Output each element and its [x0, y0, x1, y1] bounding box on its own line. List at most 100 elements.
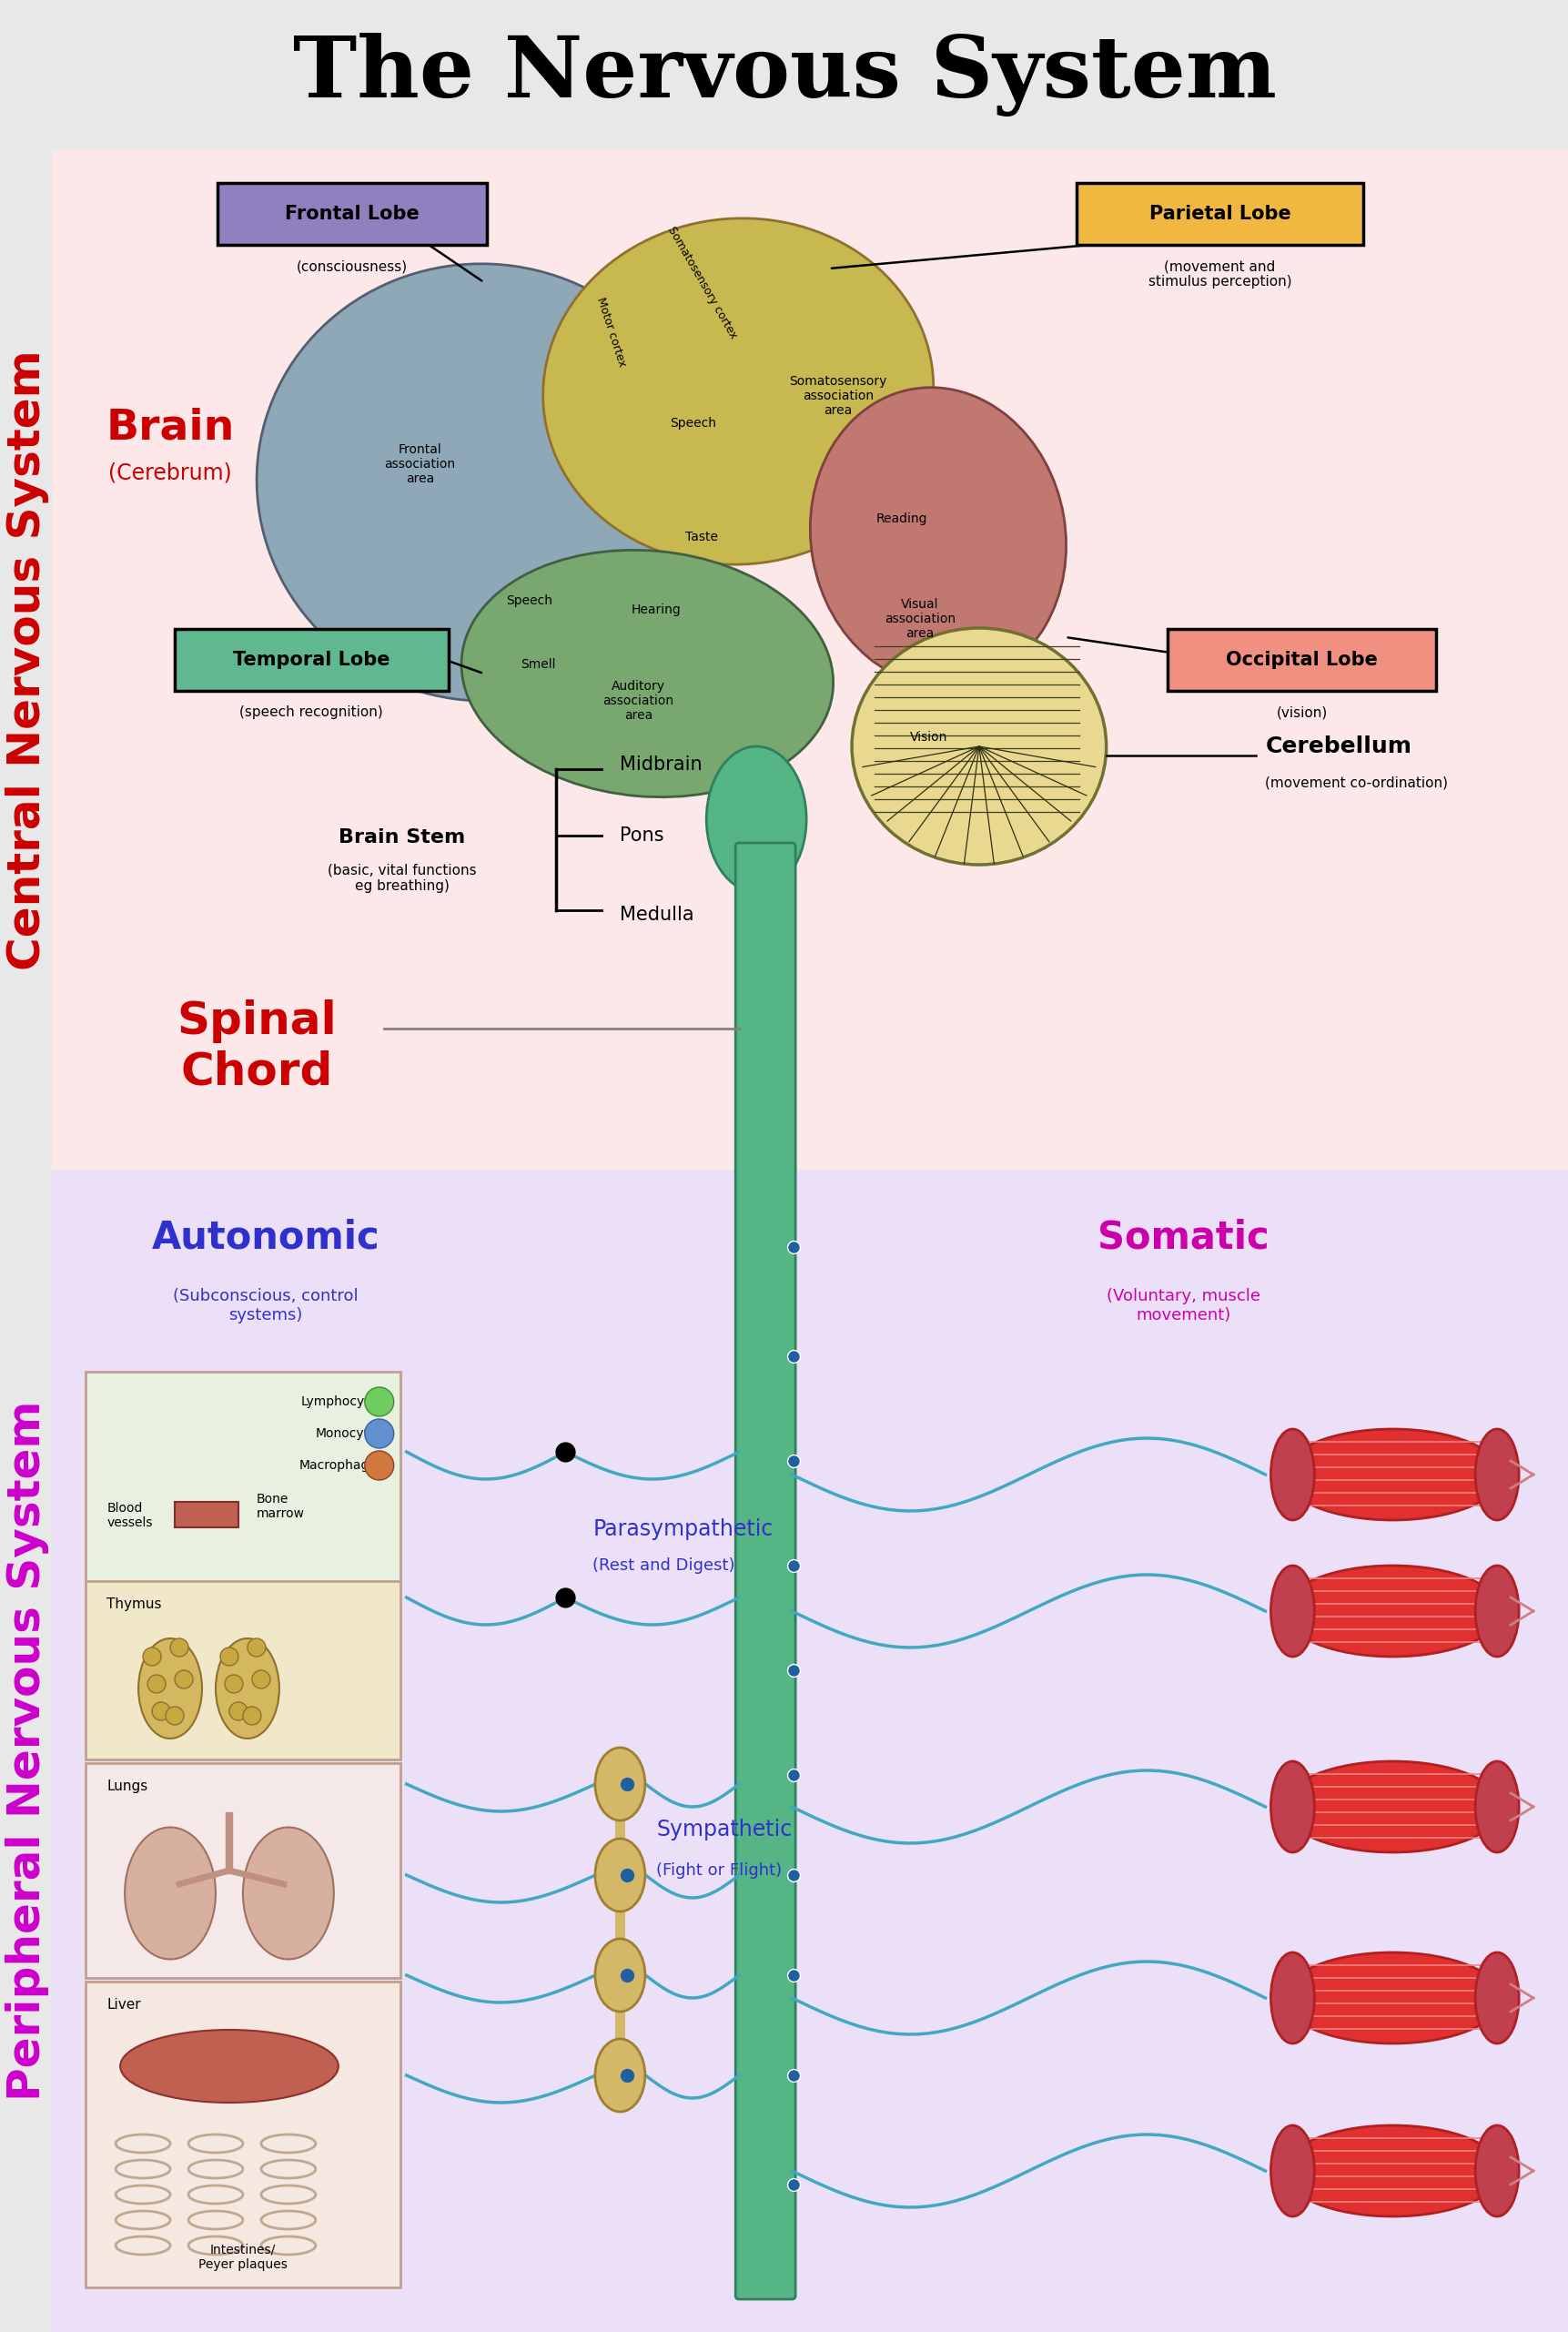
Ellipse shape	[1284, 1430, 1502, 1520]
FancyBboxPatch shape	[86, 1581, 400, 1758]
FancyBboxPatch shape	[735, 842, 795, 2299]
Bar	[2, 0, 1568, 149]
Text: (Voluntary, muscle
movement): (Voluntary, muscle movement)	[1107, 1287, 1261, 1322]
Ellipse shape	[1270, 1761, 1314, 1852]
Ellipse shape	[1270, 1565, 1314, 1656]
Text: Lungs: Lungs	[107, 1779, 147, 1793]
Text: Sympathetic: Sympathetic	[657, 1819, 792, 1840]
Bar	[174, 1502, 238, 1527]
Text: Frontal Lobe: Frontal Lobe	[285, 205, 419, 224]
Ellipse shape	[596, 1938, 644, 2013]
Ellipse shape	[257, 264, 710, 702]
Text: Peripheral Nervous System: Peripheral Nervous System	[6, 1402, 49, 2101]
Ellipse shape	[243, 1828, 334, 1959]
Circle shape	[365, 1388, 394, 1416]
Circle shape	[229, 1702, 248, 1721]
Circle shape	[365, 1420, 394, 1448]
Text: Smell: Smell	[521, 658, 555, 672]
Circle shape	[174, 1670, 193, 1688]
FancyBboxPatch shape	[86, 1982, 400, 2288]
Text: Blood
vessels: Blood vessels	[107, 1502, 152, 1530]
Ellipse shape	[1475, 1430, 1519, 1520]
Text: (basic, vital functions
eg breathing): (basic, vital functions eg breathing)	[328, 863, 477, 893]
Text: (Cerebrum): (Cerebrum)	[108, 462, 232, 485]
Ellipse shape	[138, 1639, 202, 1740]
Ellipse shape	[1284, 1565, 1502, 1656]
Text: Central Nervous System: Central Nervous System	[6, 350, 49, 970]
FancyBboxPatch shape	[1167, 630, 1436, 690]
Bar	[52, 1171, 1568, 2332]
Text: Visual
association
area: Visual association area	[884, 597, 955, 639]
Text: Reading: Reading	[877, 513, 928, 525]
Text: Intestines/
Peyer plaques: Intestines/ Peyer plaques	[199, 2243, 287, 2271]
Ellipse shape	[1270, 1430, 1314, 1520]
Text: Midbrain: Midbrain	[619, 756, 702, 774]
Text: Motor cortex: Motor cortex	[594, 296, 627, 368]
Ellipse shape	[1270, 1952, 1314, 2043]
Circle shape	[243, 1707, 262, 1726]
Ellipse shape	[216, 1639, 279, 1740]
Text: Spinal
Chord: Spinal Chord	[177, 1000, 337, 1094]
Text: Hearing: Hearing	[632, 604, 682, 616]
Text: Somatosensory
association
area: Somatosensory association area	[789, 375, 887, 417]
Text: Macrophages: Macrophages	[299, 1460, 384, 1471]
Text: Autonomic: Autonomic	[152, 1220, 379, 1257]
Text: Parasympathetic: Parasympathetic	[593, 1518, 773, 1539]
Text: Monocytes: Monocytes	[315, 1427, 384, 1439]
Text: Temporal Lobe: Temporal Lobe	[232, 651, 389, 669]
Circle shape	[147, 1674, 166, 1693]
Text: Somatosensory cortex: Somatosensory cortex	[665, 224, 739, 340]
Ellipse shape	[851, 627, 1107, 865]
Ellipse shape	[1475, 1761, 1519, 1852]
Ellipse shape	[543, 219, 933, 564]
Ellipse shape	[1284, 1761, 1502, 1852]
Ellipse shape	[1475, 2124, 1519, 2215]
Ellipse shape	[1284, 2124, 1502, 2215]
FancyBboxPatch shape	[86, 1371, 400, 1581]
Text: Brain Stem: Brain Stem	[339, 828, 466, 847]
Text: Brain: Brain	[107, 408, 235, 448]
FancyBboxPatch shape	[218, 182, 486, 245]
Text: Pons: Pons	[619, 826, 665, 844]
Ellipse shape	[707, 746, 806, 893]
Text: The Nervous System: The Nervous System	[293, 33, 1276, 117]
Ellipse shape	[596, 1838, 644, 1912]
Text: (Rest and Digest): (Rest and Digest)	[593, 1558, 735, 1574]
Text: Parietal Lobe: Parietal Lobe	[1149, 205, 1290, 224]
Text: Medulla: Medulla	[619, 905, 695, 923]
Text: (vision): (vision)	[1276, 704, 1327, 718]
FancyBboxPatch shape	[86, 1763, 400, 1978]
Text: Thymus: Thymus	[107, 1597, 162, 1611]
Text: Speech: Speech	[506, 595, 552, 606]
Ellipse shape	[1270, 2124, 1314, 2215]
FancyBboxPatch shape	[1076, 182, 1364, 245]
Text: (movement co-ordination): (movement co-ordination)	[1265, 777, 1449, 791]
Bar	[52, 149, 1568, 1171]
Ellipse shape	[125, 1828, 216, 1959]
Ellipse shape	[121, 2029, 339, 2103]
Circle shape	[143, 1646, 162, 1665]
Text: Taste: Taste	[685, 532, 718, 543]
Ellipse shape	[596, 1747, 644, 1821]
Circle shape	[152, 1702, 171, 1721]
Circle shape	[166, 1707, 183, 1726]
Circle shape	[365, 1451, 394, 1481]
Text: (Fight or Flight): (Fight or Flight)	[657, 1863, 782, 1880]
Ellipse shape	[461, 550, 833, 798]
Ellipse shape	[1284, 1952, 1502, 2043]
Text: Liver: Liver	[107, 1999, 141, 2013]
Ellipse shape	[1475, 1952, 1519, 2043]
Text: Frontal
association
area: Frontal association area	[384, 443, 456, 485]
Circle shape	[252, 1670, 270, 1688]
Ellipse shape	[1475, 1565, 1519, 1656]
FancyBboxPatch shape	[174, 630, 448, 690]
Circle shape	[171, 1639, 188, 1656]
Text: Vision: Vision	[911, 730, 949, 744]
Ellipse shape	[811, 387, 1066, 686]
Circle shape	[248, 1639, 265, 1656]
Text: (speech recognition): (speech recognition)	[240, 704, 383, 718]
Circle shape	[220, 1646, 238, 1665]
Text: (consciousness): (consciousness)	[296, 259, 408, 273]
Ellipse shape	[596, 2038, 644, 2113]
Text: (Subconscious, control
systems): (Subconscious, control systems)	[172, 1287, 359, 1322]
